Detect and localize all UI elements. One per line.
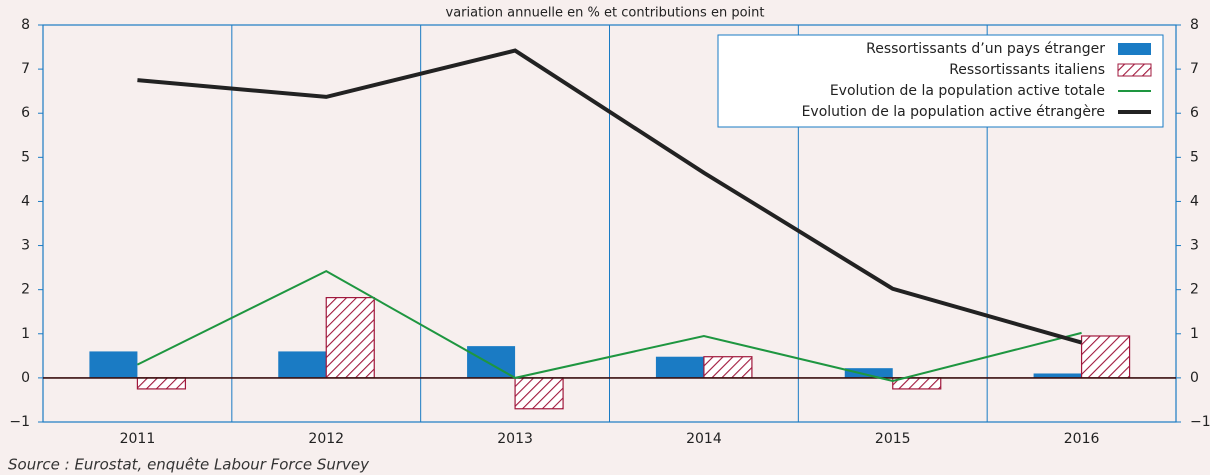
y2-tick-label: 1 <box>1190 326 1199 342</box>
legend-label: Ressortissants italiens <box>949 62 1105 78</box>
y-tick-label: 4 <box>21 193 30 209</box>
bar <box>703 356 753 379</box>
line <box>136 270 1082 383</box>
y2-tick-label: 4 <box>1190 193 1199 209</box>
y2-tick-label: 2 <box>1190 282 1199 298</box>
legend-label: Evolution de la population active totale <box>830 83 1105 99</box>
x-tick-label: 2013 <box>497 431 533 447</box>
x-tick-label: 2016 <box>1064 431 1100 447</box>
y-tick-label: 2 <box>21 282 30 298</box>
x-tick-label: 2015 <box>875 431 911 447</box>
bar <box>325 297 375 379</box>
bar <box>278 351 327 378</box>
bar <box>136 377 187 390</box>
y-tick-label: −1 <box>9 414 30 430</box>
y-tick-label: 6 <box>21 105 30 121</box>
legend-label: Evolution de la population active étrang… <box>802 104 1105 120</box>
y2-tick-label: −1 <box>1190 414 1210 430</box>
y2-tick-label: 6 <box>1190 105 1199 121</box>
subtitle: variation annuelle en % et contributions… <box>446 6 765 21</box>
legend-swatch <box>1117 63 1152 77</box>
bar <box>844 368 893 378</box>
legend-swatch <box>1118 43 1151 55</box>
bar <box>514 377 564 410</box>
x-tick-label: 2012 <box>308 431 344 447</box>
y-tick-label: 7 <box>21 61 30 77</box>
y-tick-label: 3 <box>21 238 30 254</box>
y-tick-label: 8 <box>21 17 30 33</box>
y2-tick-label: 7 <box>1190 61 1199 77</box>
y2-tick-label: 8 <box>1190 17 1199 33</box>
source: Source : Eurostat, enquête Labour Force … <box>8 456 370 474</box>
y2-tick-label: 3 <box>1190 238 1199 254</box>
bar <box>1080 335 1131 379</box>
y-tick-label: 5 <box>21 149 30 165</box>
x-tick-label: 2011 <box>120 431 156 447</box>
bar <box>1033 373 1082 378</box>
x-tick-label: 2014 <box>686 431 722 447</box>
line <box>137 48 1083 345</box>
legend-label: Ressortissants d’un pays étranger <box>866 41 1105 57</box>
y2-tick-label: 5 <box>1190 149 1199 165</box>
bar <box>89 351 138 378</box>
y-tick-label: 1 <box>21 326 30 342</box>
legend-box <box>717 34 1164 128</box>
bar <box>655 356 704 378</box>
y-tick-label: 0 <box>21 370 30 386</box>
y2-tick-label: 0 <box>1190 370 1199 386</box>
